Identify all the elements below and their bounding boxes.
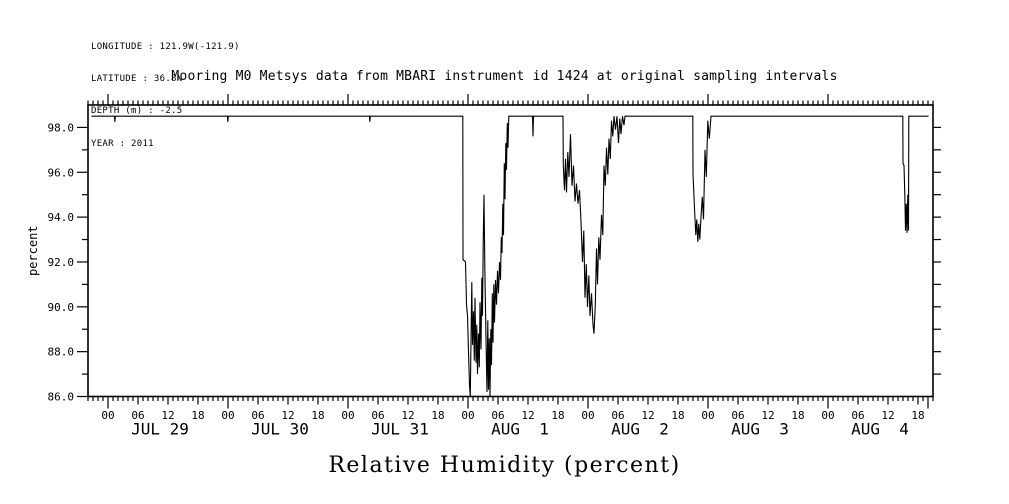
x-hour-tick-label: 00 xyxy=(221,409,234,422)
x-day-label: JUL 29 xyxy=(131,420,189,439)
x-day-label: AUG 4 xyxy=(851,420,909,439)
y-tick-label: 96.0 xyxy=(48,166,75,179)
x-hour-tick-label: 00 xyxy=(101,409,114,422)
y-tick-label: 86.0 xyxy=(48,391,75,404)
x-hour-tick-label: 12 xyxy=(161,409,174,422)
x-axis-caption: Relative Humidity (percent) xyxy=(328,453,681,478)
y-tick-label: 94.0 xyxy=(48,211,75,224)
x-hour-tick-label: 12 xyxy=(761,409,774,422)
plot-box xyxy=(87,104,934,398)
x-hour-tick-label: 00 xyxy=(701,409,714,422)
x-hour-tick-label: 12 xyxy=(521,409,534,422)
y-axis-title: percent xyxy=(26,225,40,276)
metadata-block: LONGITUDE : 121.9W(-121.9) LATITUDE : 36… xyxy=(91,20,240,171)
x-hour-tick-label: 18 xyxy=(311,409,324,422)
x-day-label: JUL 30 xyxy=(251,420,309,439)
humidity-series-line xyxy=(91,115,929,397)
y-tick-label: 88.0 xyxy=(48,346,75,359)
x-hour-tick-label: 06 xyxy=(731,409,744,422)
x-day-label: JUL 31 xyxy=(371,420,429,439)
x-hour-tick-label: 00 xyxy=(581,409,594,422)
x-hour-tick-label: 12 xyxy=(401,409,414,422)
x-hour-tick-label: 12 xyxy=(641,409,654,422)
y-tick-label: 90.0 xyxy=(48,301,75,314)
x-hour-tick-label: 06 xyxy=(251,409,264,422)
x-hour-tick-label: 12 xyxy=(281,409,294,422)
x-hour-tick-label: 12 xyxy=(881,409,894,422)
x-hour-tick-label: 06 xyxy=(611,409,624,422)
metadata-longitude: LONGITUDE : 121.9W(-121.9) xyxy=(91,41,240,52)
metadata-year: YEAR : 2011 xyxy=(91,138,154,149)
metadata-depth: DEPTH (m) : -2.5 xyxy=(91,106,183,117)
x-hour-tick-label: 06 xyxy=(371,409,384,422)
x-hour-tick-label: 00 xyxy=(461,409,474,422)
x-day-label: AUG 3 xyxy=(731,420,789,439)
x-hour-tick-label: 18 xyxy=(911,409,924,422)
x-hour-tick-label: 18 xyxy=(671,409,684,422)
x-hour-tick-label: 06 xyxy=(131,409,144,422)
x-hour-tick-label: 18 xyxy=(551,409,564,422)
x-hour-tick-label: 18 xyxy=(191,409,204,422)
x-hour-tick-label: 06 xyxy=(491,409,504,422)
chart-title: Mooring M0 Metsys data from MBARI instru… xyxy=(171,69,838,84)
x-hour-tick-label: 18 xyxy=(431,409,444,422)
x-hour-tick-label: 00 xyxy=(341,409,354,422)
x-day-label: AUG 1 xyxy=(491,420,549,439)
x-hour-tick-label: 06 xyxy=(851,409,864,422)
x-hour-tick-label: 00 xyxy=(821,409,834,422)
x-day-label: AUG 2 xyxy=(611,420,669,439)
y-tick-label: 98.0 xyxy=(48,121,75,134)
y-tick-label: 92.0 xyxy=(48,256,75,269)
x-hour-tick-label: 18 xyxy=(791,409,804,422)
metadata-latitude: LATITUDE : 36.8N xyxy=(91,73,183,84)
